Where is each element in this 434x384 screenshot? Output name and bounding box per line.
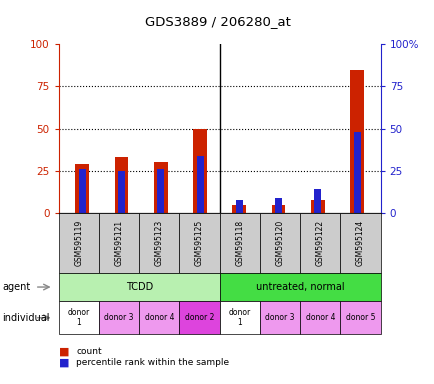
Text: donor 4: donor 4 xyxy=(305,313,334,322)
Text: GSM595124: GSM595124 xyxy=(355,220,364,266)
Bar xyxy=(157,169,164,213)
Text: donor
1: donor 1 xyxy=(68,308,90,328)
Bar xyxy=(232,205,246,213)
Text: individual: individual xyxy=(2,313,49,323)
Bar xyxy=(349,70,363,213)
Text: TCDD: TCDD xyxy=(125,282,152,292)
Text: agent: agent xyxy=(2,282,30,292)
Text: GSM595125: GSM595125 xyxy=(194,220,204,266)
Bar xyxy=(79,169,85,213)
Text: untreated, normal: untreated, normal xyxy=(255,282,344,292)
Text: donor 2: donor 2 xyxy=(184,313,214,322)
Text: GSM595118: GSM595118 xyxy=(235,220,244,266)
Text: GSM595122: GSM595122 xyxy=(315,220,324,266)
Text: GSM595123: GSM595123 xyxy=(155,220,164,266)
Text: GDS3889 / 206280_at: GDS3889 / 206280_at xyxy=(144,15,290,28)
Text: count: count xyxy=(76,347,102,356)
Bar xyxy=(313,189,321,213)
Bar xyxy=(271,205,285,213)
Bar xyxy=(75,164,89,213)
Text: ■: ■ xyxy=(59,358,69,368)
Text: GSM595119: GSM595119 xyxy=(74,220,83,266)
Text: percentile rank within the sample: percentile rank within the sample xyxy=(76,358,229,367)
Text: donor 3: donor 3 xyxy=(104,313,134,322)
Text: GSM595121: GSM595121 xyxy=(114,220,123,266)
Text: donor 5: donor 5 xyxy=(345,313,375,322)
Bar xyxy=(154,162,167,213)
Bar xyxy=(235,200,242,213)
Bar xyxy=(196,156,203,213)
Text: ■: ■ xyxy=(59,346,69,356)
Bar xyxy=(118,171,125,213)
Bar xyxy=(193,129,207,213)
Text: GSM595120: GSM595120 xyxy=(275,220,284,266)
Bar xyxy=(353,132,360,213)
Bar xyxy=(274,198,281,213)
Text: donor 3: donor 3 xyxy=(265,313,294,322)
Bar xyxy=(115,157,128,213)
Text: donor 4: donor 4 xyxy=(144,313,174,322)
Bar xyxy=(310,200,324,213)
Text: donor
1: donor 1 xyxy=(228,308,250,328)
